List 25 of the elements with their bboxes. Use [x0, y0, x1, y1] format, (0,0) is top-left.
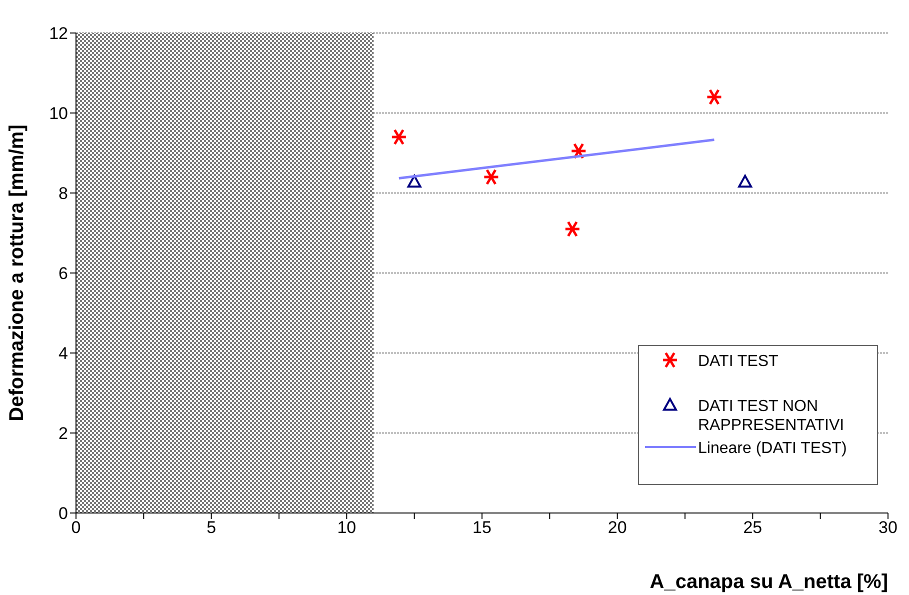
x-tick-label: 15 [472, 518, 492, 538]
point [706, 88, 722, 106]
x-tick-label: 25 [743, 518, 762, 538]
point [390, 128, 408, 146]
y-axis-title: Deformazione a rottura [mm/m] [6, 124, 28, 422]
x-axis-title: A_canapa su A_netta [%] [650, 571, 888, 593]
point [482, 168, 500, 186]
legend-label: DATI TEST [698, 352, 780, 371]
y-tick-label: 4 [58, 344, 68, 364]
y-tick-label: 0 [58, 504, 68, 524]
point [407, 174, 422, 188]
x-tick-label: 0 [71, 518, 81, 538]
x-tick-label: 10 [337, 518, 356, 538]
legend-label: Lineare (DATI TEST) [698, 439, 848, 458]
y-tick-label: 2 [58, 424, 68, 444]
x-tick-label: 30 [878, 518, 898, 538]
x-tick-label: 20 [608, 518, 627, 538]
point [564, 220, 581, 238]
point [738, 174, 752, 188]
y-tick-label: 10 [49, 104, 68, 124]
y-tick-label: 12 [49, 24, 68, 44]
x-tick-label: 5 [206, 518, 216, 538]
legend-label: DATI TEST NON RAPPRESENTATIVI [698, 397, 846, 435]
y-tick-label: 6 [58, 264, 68, 284]
y-tick-label: 8 [58, 184, 68, 204]
